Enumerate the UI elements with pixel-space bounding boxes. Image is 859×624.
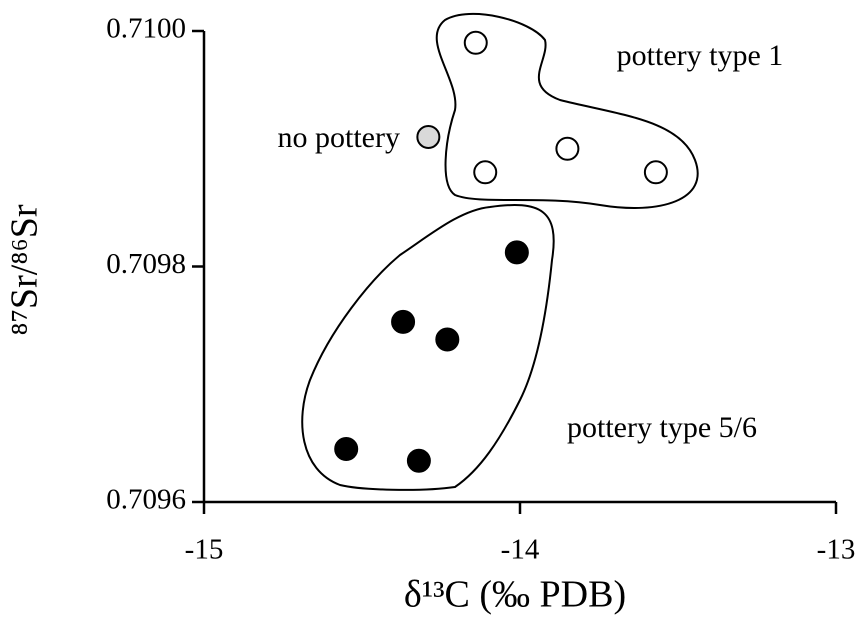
point [504,240,529,265]
point [406,448,431,473]
x-tick-label: -14 [501,534,540,566]
group-outline [301,204,555,491]
point [435,327,460,352]
y-tick-label: 0.7098 [106,248,186,280]
annotation: pottery type 1 [617,39,784,72]
point [473,160,498,185]
point [463,30,488,55]
y-tick-label: 0.7100 [106,13,186,45]
x-tick-label: -15 [185,534,224,566]
x-tick-label: -13 [817,534,856,566]
point [643,160,668,185]
group-outline [435,12,699,209]
y-tick-label: 0.7096 [106,484,186,516]
annotation: no pottery [278,121,400,154]
x-axis-label: δ¹³C (‰ PDB) [404,574,626,616]
point [334,437,359,462]
y-axis-label: ⁸⁷Sr/⁸⁶Sr [4,204,46,335]
annotation: pottery type 5/6 [567,411,757,444]
point [391,309,416,334]
point [555,136,580,161]
point [416,124,441,149]
